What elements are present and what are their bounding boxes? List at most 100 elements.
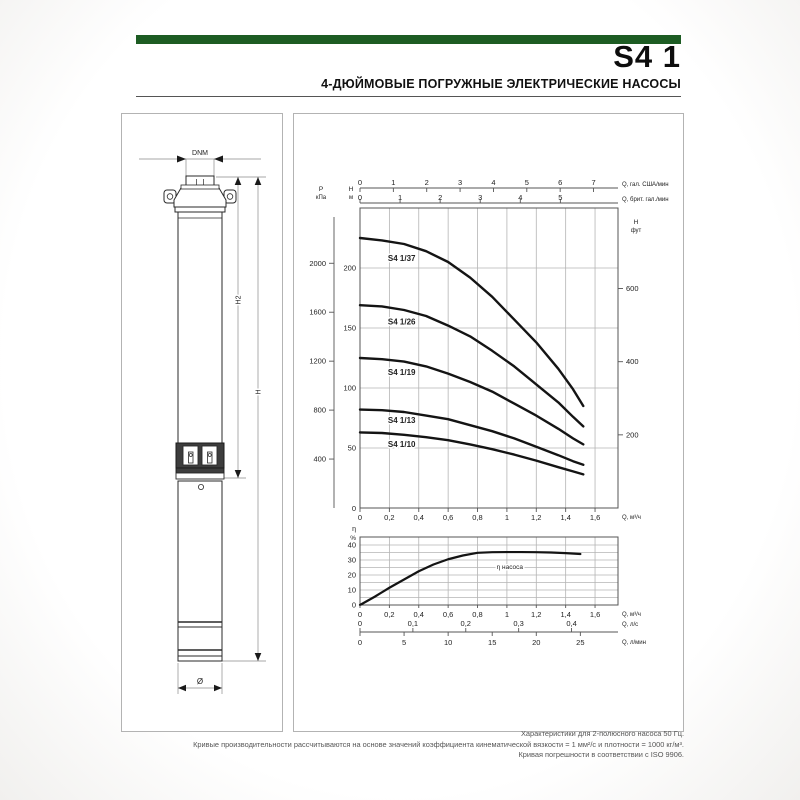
motor-coupling-band bbox=[175, 467, 225, 474]
imp-gpm-tick-label: 4 bbox=[518, 193, 522, 202]
pump-head bbox=[173, 187, 227, 208]
dimension-lines bbox=[139, 158, 266, 694]
m3h-tick-label: 1 bbox=[505, 610, 509, 619]
efficiency-curve-label: η насоса bbox=[497, 564, 524, 571]
axis-unit-label: % bbox=[350, 535, 356, 542]
motor-body bbox=[177, 480, 223, 662]
kpa-tick-label: 2000 bbox=[309, 259, 326, 268]
pump-curve bbox=[358, 408, 585, 466]
axis-unit-label: Q, л/мин bbox=[622, 640, 646, 646]
us-gpm-tick-label: 6 bbox=[558, 178, 562, 187]
kpa-tick-label: 400 bbox=[313, 455, 326, 464]
dimension-labels: DNM H2 H Ø bbox=[192, 150, 264, 688]
eta-tick-label: 20 bbox=[348, 571, 356, 580]
axis-unit-label: H bbox=[349, 186, 354, 193]
h-m-tick-label: 100 bbox=[343, 384, 356, 393]
h-ft-tick-label: 200 bbox=[626, 430, 639, 439]
lmin-tick-label: 20 bbox=[532, 638, 540, 647]
ls-tick-label: 0,1 bbox=[408, 619, 418, 628]
m3h-tick-label: 1,4 bbox=[560, 610, 570, 619]
charts-panel bbox=[293, 113, 684, 732]
pump-body bbox=[163, 175, 237, 444]
lmin-tick-label: 0 bbox=[358, 638, 362, 647]
m3h-tick-label: 1,6 bbox=[590, 610, 600, 619]
h2-dimension-label: H2 bbox=[236, 295, 243, 304]
imp-gpm-tick-label: 2 bbox=[438, 193, 442, 202]
curve-label: S4 1/37 bbox=[388, 254, 416, 263]
footer-notes: Характеристики для 2-полюсного насоса 50… bbox=[64, 729, 684, 761]
axis-unit-label: фут bbox=[631, 228, 642, 234]
pump-curve bbox=[358, 236, 585, 408]
curve-label: S4 1/10 bbox=[388, 440, 416, 449]
us-gpm-tick-label: 5 bbox=[525, 178, 529, 187]
kpa-tick-label: 1200 bbox=[309, 357, 326, 366]
h-m-zero-label: 0 bbox=[352, 504, 356, 513]
m3h-tick-label: 1,4 bbox=[560, 513, 570, 522]
m3h-tick-label: 0,6 bbox=[443, 513, 453, 522]
axis-unit-label: η bbox=[352, 526, 356, 533]
curve-label: S4 1/13 bbox=[388, 416, 416, 425]
ls-tick-label: 0 bbox=[358, 619, 362, 628]
ls-tick-label: 0,2 bbox=[461, 619, 471, 628]
curve-label: S4 1/26 bbox=[388, 317, 416, 326]
axis-unit-label: Q, м³/ч bbox=[622, 612, 641, 618]
m3h-tick-label: 0,4 bbox=[414, 610, 424, 619]
efficiency-curve bbox=[358, 550, 582, 607]
us-gpm-tick-label: 4 bbox=[491, 178, 495, 187]
m3h-tick-label: 0 bbox=[358, 513, 362, 522]
us-gpm-tick-label: 0 bbox=[358, 178, 362, 187]
axis-unit-label: Q, брит. гал./мин bbox=[622, 197, 669, 203]
imp-gpm-tick-label: 0 bbox=[358, 193, 362, 202]
axis-unit-label: Q, м³/ч bbox=[622, 515, 641, 521]
m3h-tick-label: 1,6 bbox=[590, 513, 600, 522]
us-gpm-tick-label: 7 bbox=[591, 178, 595, 187]
kpa-tick-label: 1600 bbox=[309, 308, 326, 317]
pump-curve bbox=[358, 304, 585, 428]
m3h-tick-label: 0,2 bbox=[384, 610, 394, 619]
pump-curve bbox=[358, 431, 585, 476]
ls-tick-label: 0,4 bbox=[566, 619, 576, 628]
header-accent-bar bbox=[136, 35, 681, 44]
h-ft-tick-label: 400 bbox=[626, 357, 639, 366]
us-gpm-tick-label: 1 bbox=[391, 178, 395, 187]
lmin-tick-label: 25 bbox=[576, 638, 584, 647]
axis-unit-label: Q, л/с bbox=[622, 622, 638, 628]
pump-curve bbox=[358, 356, 585, 446]
axis-unit-label: P bbox=[319, 186, 323, 193]
eta-tick-label: 10 bbox=[348, 586, 356, 595]
dnm-dimension-label: DNM bbox=[192, 150, 208, 157]
axis-unit-label: Q, гал. США/мин bbox=[622, 182, 669, 188]
m3h-tick-label: 0 bbox=[358, 610, 362, 619]
eta-tick-label: 0 bbox=[352, 601, 356, 610]
kpa-tick-label: 800 bbox=[313, 406, 326, 415]
h-m-tick-label: 150 bbox=[343, 324, 356, 333]
m3h-tick-label: 0,2 bbox=[384, 513, 394, 522]
page-subtitle: 4-ДЮЙМОВЫЕ ПОГРУЖНЫЕ ЭЛЕКТРИЧЕСКИЕ НАСОС… bbox=[321, 77, 681, 91]
dimension-arrows bbox=[177, 155, 262, 692]
curve-label: S4 1/19 bbox=[388, 368, 416, 377]
eta-tick-label: 40 bbox=[348, 541, 356, 550]
head-coupling-band bbox=[174, 206, 226, 213]
header-rule bbox=[136, 96, 681, 97]
pump-drawing: DNM H2 H Ø bbox=[139, 150, 266, 694]
h-m-tick-label: 200 bbox=[343, 264, 356, 273]
footer-note-line: Кривая погрешности в соответствии с ISO … bbox=[518, 750, 684, 760]
m3h-tick-label: 0,8 bbox=[472, 513, 482, 522]
m3h-tick-label: 0,6 bbox=[443, 610, 453, 619]
suction-interconnector bbox=[175, 442, 225, 469]
us-gpm-tick-label: 3 bbox=[458, 178, 462, 187]
diameter-dimension-label: Ø bbox=[197, 677, 203, 686]
axis-unit-label: H bbox=[634, 219, 639, 226]
imp-gpm-tick-label: 3 bbox=[478, 193, 482, 202]
h-dimension-label: H bbox=[256, 389, 263, 394]
motor-section bbox=[175, 467, 225, 662]
cable-guard-screw bbox=[197, 483, 204, 490]
axis-unit-label: м bbox=[349, 195, 353, 201]
m3h-tick-label: 1,2 bbox=[531, 513, 541, 522]
footer-note-line: Кривые производительности рассчитываются… bbox=[193, 739, 684, 749]
m3h-tick-label: 0,4 bbox=[414, 513, 424, 522]
imp-gpm-tick-label: 1 bbox=[398, 193, 402, 202]
page-title: S4 1 bbox=[613, 39, 681, 74]
lmin-tick-label: 5 bbox=[402, 638, 406, 647]
